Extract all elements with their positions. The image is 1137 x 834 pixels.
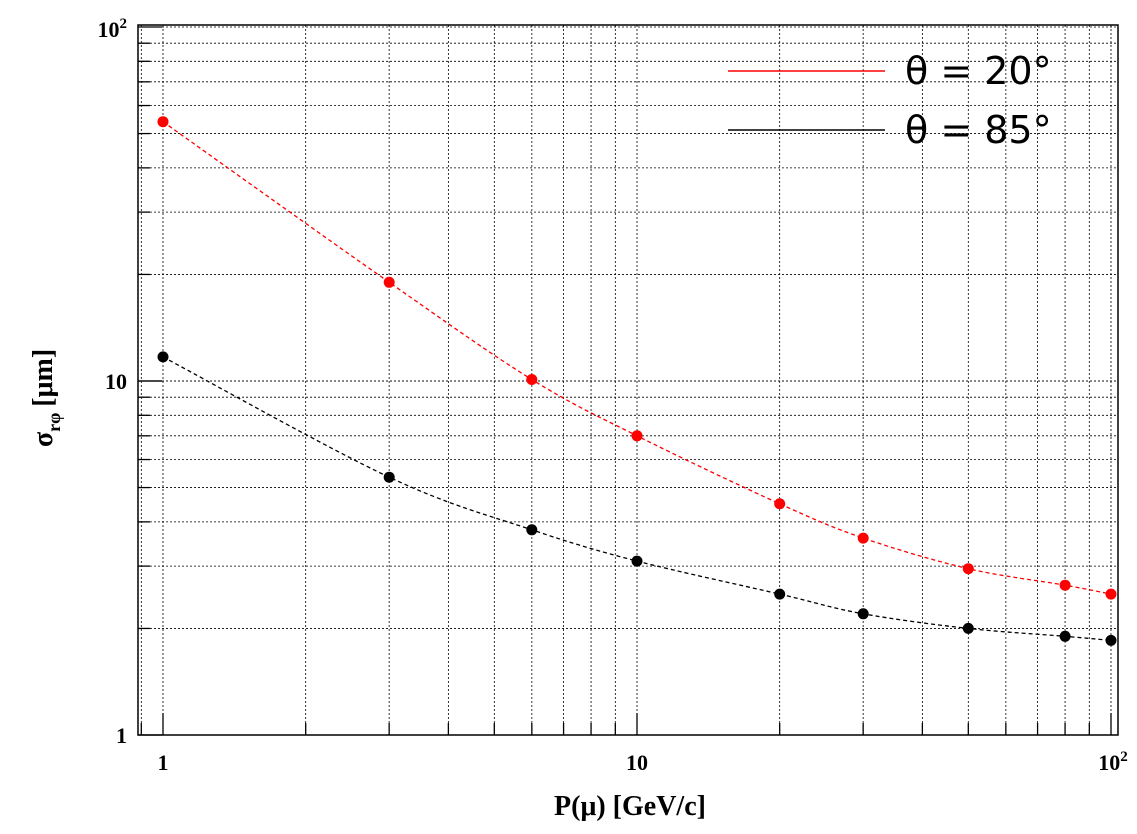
data-point [383, 471, 395, 483]
x-tick-label: 10 [626, 750, 648, 775]
data-point [526, 374, 538, 385]
data-point [1059, 630, 1071, 642]
data-point [631, 555, 643, 567]
x-tick-label: 102 [1098, 749, 1128, 775]
plot-background [138, 25, 1118, 735]
axis-ticks [138, 26, 1112, 736]
data-point [962, 563, 974, 575]
data-point [1105, 634, 1117, 646]
series-1 [157, 351, 1117, 646]
tick-labels: 1 10 102 1 10 102 [98, 16, 1128, 775]
y-axis-symbol: σ [28, 431, 59, 447]
data-point [631, 430, 643, 442]
y-axis-subscript: rφ [44, 413, 64, 432]
y-tick-label: 1 [116, 723, 127, 748]
svg-text:σrφ[μm]: σrφ [μm] [28, 349, 64, 447]
x-axis-title: P(μ) [GeV/c] [554, 791, 706, 822]
series [157, 116, 1117, 646]
data-point [774, 498, 786, 510]
x-tick-label: 1 [158, 750, 169, 775]
legend: θ = 20° θ = 85° [728, 49, 1052, 152]
data-point [157, 351, 169, 363]
y-tick-label: 102 [98, 16, 128, 42]
data-point [857, 532, 869, 544]
y-tick-label: 10 [105, 369, 127, 394]
data-point [774, 588, 786, 600]
data-point [157, 116, 169, 128]
y-axis-units: [μm] [28, 349, 59, 407]
plot-frame [137, 24, 1119, 736]
series-0 [157, 116, 1117, 600]
y-axis-title: σrφ [μm] [28, 349, 64, 447]
grid [138, 25, 1118, 736]
data-point [526, 524, 538, 536]
data-point [1059, 579, 1071, 591]
legend-label-theta-85: θ = 85° [905, 108, 1052, 152]
data-point [1105, 588, 1117, 600]
data-point [383, 276, 395, 288]
data-point [857, 608, 869, 620]
series-line [162, 121, 1112, 595]
data-point [962, 622, 974, 634]
legend-label-theta-20: θ = 20° [905, 49, 1052, 93]
